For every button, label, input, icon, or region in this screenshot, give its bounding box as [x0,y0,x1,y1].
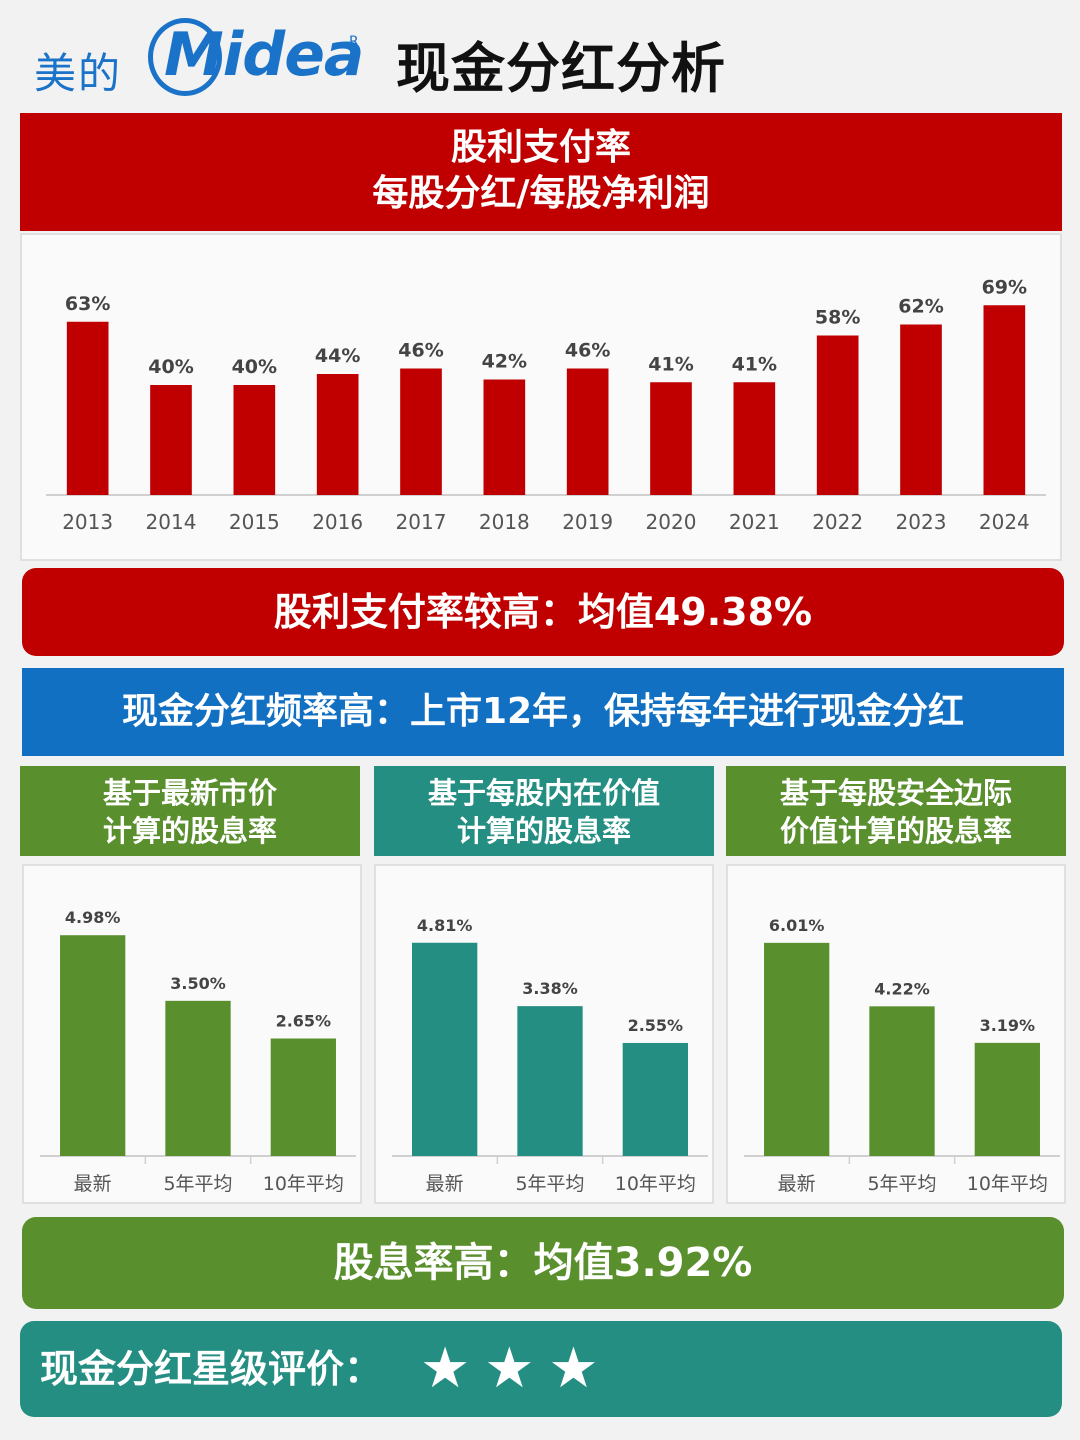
bar-0-10 [900,324,942,495]
logo-english-text: Midea [164,20,364,90]
bar-0-2 [233,385,276,495]
safety-yield-chart-panel: 6.01% 最新 4.22% 5年平均 3.19% 10年平均 [726,864,1066,1204]
bar-0-9 [816,335,859,495]
x-tick-label: 2014 [146,510,197,534]
safety-margin-yield-header: 基于每股安全边际 价值计算的股息率 [726,766,1066,856]
data-label: 69% [982,276,1027,298]
bar-3-1 [869,1006,935,1156]
market-price-yield-header: 基于最新市价 计算的股息率 [20,766,360,856]
safety-header-line1: 基于每股安全边际 [779,776,1012,810]
x-tick-label: 5年平均 [867,1173,936,1195]
x-tick-label: 最新 [778,1173,816,1195]
dividend-frequency-banner: 现金分红频率高：上市12年，保持每年进行现金分红 [22,668,1064,756]
market-header-line1: 基于最新市价 [102,776,277,810]
x-tick-label: 10年平均 [263,1173,344,1195]
payout-header-line1: 股利支付率 [450,127,631,168]
x-tick-label: 2022 [812,510,863,534]
intrinsic-yield-chart: 4.81% 最新 3.38% 5年平均 2.55% 10年平均 [392,916,708,1195]
x-tick-label: 2016 [312,510,363,534]
page-title: 现金分红分析 [396,37,726,100]
x-tick-label: 10年平均 [615,1173,696,1195]
intrinsic-value-yield-header: 基于每股内在价值 计算的股息率 [374,766,714,856]
intrinsic-header-line1: 基于每股内在价值 [427,776,660,810]
bar-3-0 [764,942,830,1156]
data-label: 6.01% [769,916,825,935]
data-label: 46% [565,340,610,362]
bar-0-0 [66,321,109,495]
data-label: 58% [815,307,860,329]
data-label: 40% [148,356,193,378]
logo-ring-icon [148,18,222,96]
yield-summary-banner: 股息率高：均值3.92% [22,1217,1064,1309]
x-tick-label: 最新 [426,1173,464,1195]
bar-1-1 [165,1000,231,1156]
logo-chinese-text: 美的 [34,49,123,98]
data-label: 3.38% [522,979,578,998]
data-label: 2.55% [628,1016,684,1035]
data-label: 41% [732,353,777,375]
bar-2-2 [622,1042,688,1156]
intrinsic-header-line2: 计算的股息率 [456,814,631,848]
bar-2-1 [517,1006,583,1156]
safety-yield-chart: 6.01% 最新 4.22% 5年平均 3.19% 10年平均 [744,916,1060,1195]
market-yield-chart: 4.98% 最新 3.50% 5年平均 2.65% 10年平均 [40,908,356,1195]
data-label: 44% [315,345,360,367]
market-yield-chart-panel: 4.98% 最新 3.50% 5年平均 2.65% 10年平均 [22,864,362,1204]
data-label: 2.65% [276,1012,332,1031]
x-tick-label: 2018 [479,510,530,534]
bar-3-2 [974,1042,1040,1156]
payout-ratio-chart-panel: 63% 2013 40% 2014 40% 2015 44% 2016 46% 2017 42% 20… [20,233,1062,561]
data-label: 40% [232,356,277,378]
payout-ratio-header: 股利支付率 每股分红/每股净利润 [20,113,1062,231]
data-label: 62% [898,296,943,318]
x-tick-label: 2021 [729,510,780,534]
data-label: 46% [398,340,443,362]
rating-label: 现金分红星级评价： [40,1347,383,1391]
x-tick-label: 2013 [62,510,113,534]
bar-0-8 [733,382,776,495]
rating-banner: 现金分红星级评价： ★★★ [20,1321,1062,1417]
x-tick-label: 5年平均 [515,1173,584,1195]
bar-0-1 [150,385,192,495]
x-tick-label: 2024 [979,510,1030,534]
x-tick-label: 5年平均 [163,1173,232,1195]
x-tick-label: 2015 [229,510,280,534]
x-tick-label: 10年平均 [967,1173,1048,1195]
safety-header-line2: 价值计算的股息率 [779,814,1012,848]
x-tick-label: 2023 [896,510,947,534]
bar-0-4 [400,368,442,495]
registered-mark: R [349,34,359,50]
bar-0-7 [650,382,692,495]
bar-1-2 [270,1038,336,1156]
x-tick-label: 2020 [646,510,697,534]
bar-0-3 [316,374,359,495]
data-label: 4.81% [417,916,473,935]
intrinsic-yield-chart-panel: 4.81% 最新 3.38% 5年平均 2.55% 10年平均 [374,864,714,1204]
bar-2-0 [412,942,478,1156]
payout-summary-banner: 股利支付率较高：均值49.38% [22,568,1064,656]
market-header-line2: 计算的股息率 [102,814,277,848]
data-label: 4.22% [874,979,930,998]
x-tick-label: 2019 [562,510,613,534]
x-tick-label: 2017 [396,510,447,534]
data-label: 3.19% [980,1016,1036,1035]
x-tick-label: 最新 [74,1173,112,1195]
bar-0-6 [566,368,609,495]
data-label: 41% [648,353,693,375]
payout-ratio-chart: 63% 2013 40% 2014 40% 2015 44% 2016 46% 2017 42% 20… [46,276,1046,534]
data-label: 42% [482,351,527,373]
bar-1-0 [60,935,126,1156]
data-label: 4.98% [65,908,121,927]
bar-0-5 [483,379,526,495]
data-label: 3.50% [170,974,226,993]
bar-0-11 [983,305,1026,495]
star-rating-icons: ★★★ [420,1336,613,1401]
payout-header-line2: 每股分红/每股净利润 [372,173,710,214]
data-label: 63% [65,293,110,315]
